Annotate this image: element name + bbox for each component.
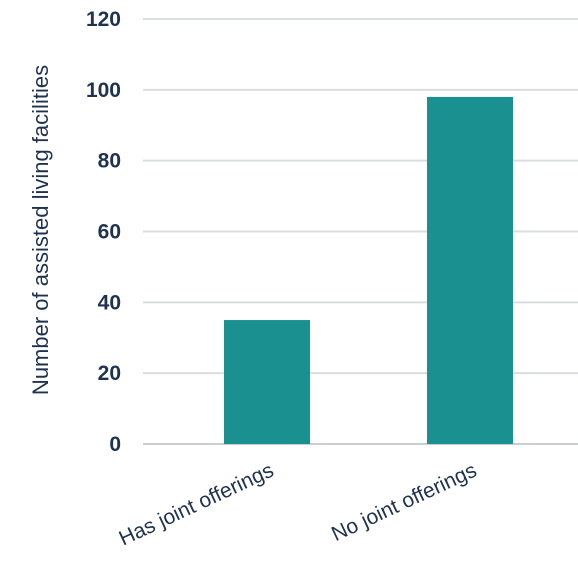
y-tick-label: 20 — [98, 362, 121, 385]
y-axis-title: Number of assisted living facilities — [28, 65, 53, 395]
y-tick-label: 40 — [98, 291, 121, 314]
y-tick-label: 60 — [98, 221, 121, 244]
bars — [224, 96, 513, 445]
x-category-label: No joint offerings — [328, 459, 480, 546]
y-tick-label: 120 — [86, 8, 121, 31]
y-tick-label: 0 — [109, 433, 121, 456]
bar-no-joint-offerings — [427, 96, 513, 445]
x-axis-categories: Has joint offerings No joint offerings — [115, 459, 480, 551]
y-axis-ticks: 0 20 40 60 80 100 120 — [86, 8, 121, 456]
y-tick-label: 80 — [98, 150, 121, 173]
bar-has-joint-offerings — [224, 320, 310, 444]
x-category-label: Has joint offerings — [115, 459, 277, 551]
y-tick-label: 100 — [86, 79, 121, 102]
gridlines — [143, 18, 578, 445]
